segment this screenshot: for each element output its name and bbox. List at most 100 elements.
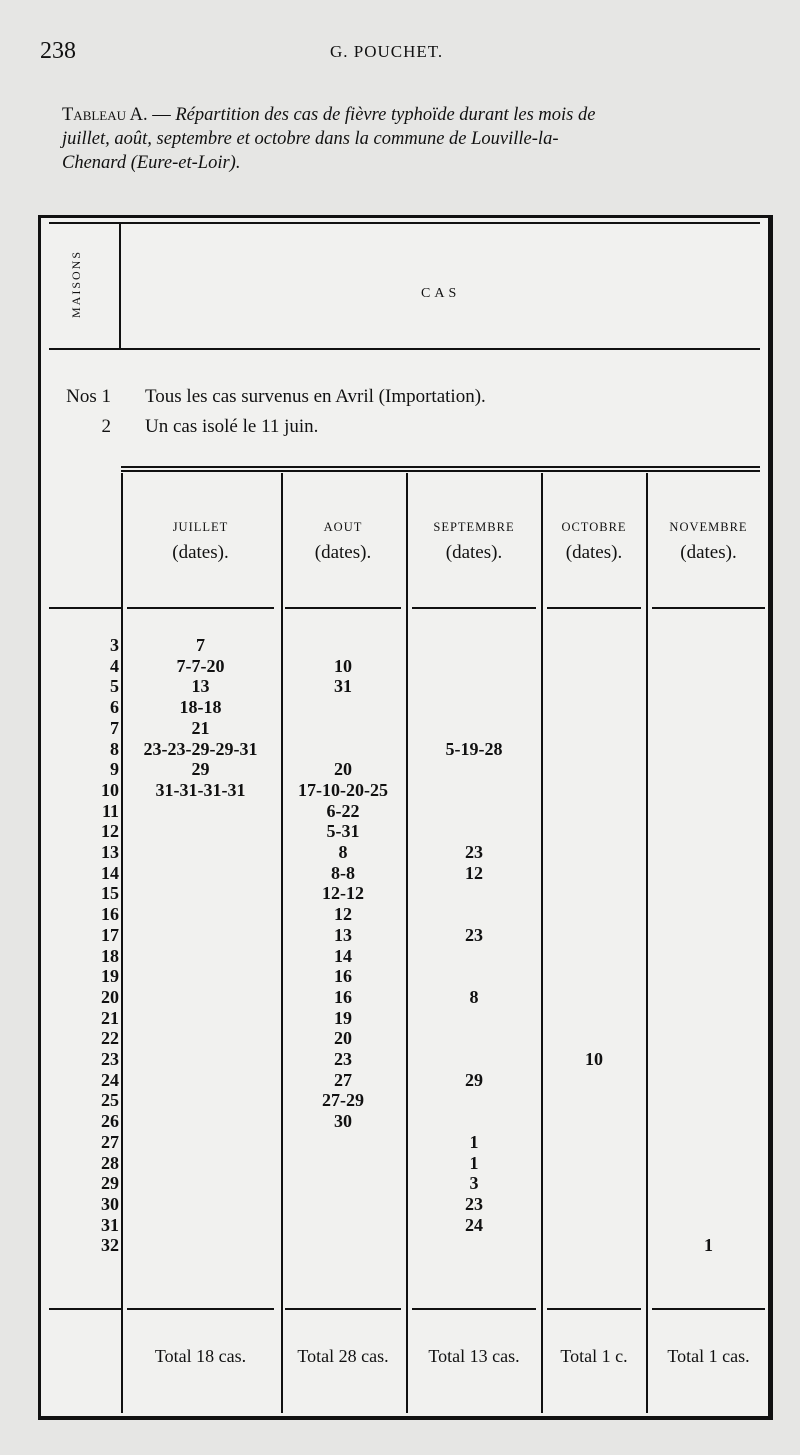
row-maison-number: 16 — [101, 904, 119, 925]
note-maison: 2 — [101, 416, 112, 437]
case-dates: 27 — [334, 1069, 352, 1090]
divider — [652, 1308, 765, 1310]
caption-line-1: Répartition des cas de fièvre typhoïde d… — [175, 105, 596, 125]
divider — [49, 348, 760, 350]
row-maison-number: 24 — [101, 1069, 119, 1090]
case-dates: 13 — [191, 676, 210, 697]
divider — [121, 470, 760, 472]
note-text: Tous les cas survenus en Avril (Importat… — [145, 386, 486, 407]
note-maison: Nos 1 — [66, 386, 111, 407]
caption-line-3: Chenard (Eure-et-Loir). — [62, 153, 241, 173]
divider — [285, 607, 401, 609]
column-divider — [406, 473, 408, 1413]
case-dates: 12 — [334, 904, 352, 925]
month-header: JUILLET — [172, 520, 229, 534]
caption-line-2: juillet, août, septembre et octobre dans… — [62, 129, 559, 149]
row-maison-number: 10 — [101, 779, 119, 800]
row-maison-number: 19 — [101, 966, 119, 987]
table-caption: Tableau A. — Répartition des cas de fièv… — [62, 103, 767, 175]
month-header: SEPTEMBRE — [433, 520, 515, 534]
divider — [49, 1308, 121, 1310]
case-dates: 1 — [469, 1131, 479, 1152]
caption-label: Tableau A. — — [62, 105, 171, 125]
row-maison-number: 20 — [101, 986, 119, 1007]
case-dates: 17-10-20-25 — [298, 779, 388, 800]
case-dates: 31 — [334, 676, 352, 697]
column-total: Total 28 cas. — [297, 1346, 389, 1366]
row-maison-number: 29 — [101, 1173, 119, 1194]
case-dates: 19 — [334, 1007, 352, 1028]
divider — [547, 607, 641, 609]
case-dates: 14 — [334, 945, 352, 966]
row-maison-number: 23 — [101, 1049, 119, 1069]
row-maison-number: 3 — [110, 635, 119, 655]
row-maison-number: 27 — [101, 1131, 119, 1152]
case-dates: 20 — [334, 1028, 352, 1049]
row-maison-number: 5 — [110, 676, 119, 697]
case-dates: 30 — [334, 1111, 352, 1132]
case-dates: 5-19-28 — [445, 738, 503, 759]
month-header: AOUT — [323, 520, 363, 534]
case-dates: 8 — [338, 842, 348, 862]
case-dates: 23 — [465, 842, 483, 862]
row-maison-number: 15 — [101, 883, 119, 904]
case-dates: 27-29 — [322, 1090, 364, 1111]
case-dates: 12-12 — [322, 883, 364, 904]
case-dates: 23 — [465, 1193, 483, 1214]
row-maison-number: 25 — [101, 1090, 119, 1111]
case-dates: 29 — [191, 759, 210, 780]
case-dates: 7-7-20 — [176, 655, 225, 676]
row-maison-number: 14 — [101, 862, 119, 883]
column-divider — [121, 473, 123, 1413]
case-dates: 6-22 — [326, 800, 360, 821]
column-total: Total 18 cas. — [154, 1346, 247, 1366]
month-subheader: (dates). — [680, 542, 737, 563]
column-total: Total 13 cas. — [428, 1346, 520, 1366]
row-maison-number: 17 — [101, 924, 119, 945]
case-dates: 23 — [334, 1049, 352, 1069]
row-maison-number: 6 — [110, 697, 119, 718]
divider — [285, 1308, 401, 1310]
case-dates: 8-8 — [331, 862, 355, 883]
divider — [49, 607, 121, 609]
divider — [412, 1308, 536, 1310]
case-dates: 8 — [469, 986, 479, 1007]
case-dates: 13 — [334, 924, 352, 945]
note-text: Un cas isolé le 11 juin. — [145, 416, 319, 437]
running-head: G. POUCHET. — [330, 42, 444, 61]
case-dates: 16 — [334, 986, 352, 1007]
case-dates: 16 — [334, 966, 352, 987]
row-maison-number: 8 — [110, 738, 119, 759]
divider — [119, 222, 121, 348]
case-dates: 29 — [465, 1069, 483, 1090]
month-subheader: (dates). — [314, 542, 372, 563]
row-maison-number: 18 — [101, 945, 119, 966]
case-dates: 10 — [334, 655, 352, 676]
case-dates: 23-23-29-29-31 — [143, 738, 258, 759]
case-dates: 31-31-31-31 — [155, 779, 246, 800]
page-number: 238 — [40, 38, 76, 64]
divider — [127, 1308, 274, 1310]
month-header: NOVEMBRE — [669, 520, 748, 534]
case-dates: 18-18 — [179, 697, 222, 718]
column-total: Total 1 c. — [560, 1346, 628, 1366]
row-maison-number: 30 — [101, 1193, 119, 1214]
row-maison-number: 21 — [101, 1007, 119, 1028]
row-maison-number: 28 — [101, 1152, 119, 1173]
divider — [652, 607, 765, 609]
divider — [121, 466, 760, 468]
column-total: Total 1 cas. — [667, 1346, 750, 1366]
month-subheader: (dates). — [445, 542, 503, 563]
case-dates: 10 — [585, 1049, 603, 1069]
cas-header: CAS — [421, 286, 461, 301]
month-subheader: (dates). — [565, 542, 623, 563]
case-dates: 24 — [465, 1214, 483, 1235]
column-divider — [281, 473, 283, 1413]
case-dates: 12 — [465, 862, 483, 883]
case-dates: 21 — [191, 717, 210, 738]
case-dates: 1 — [704, 1235, 713, 1256]
row-maison-number: 9 — [110, 759, 119, 780]
divider — [127, 607, 274, 609]
row-maison-number: 13 — [101, 842, 119, 862]
case-dates: 7 — [196, 635, 205, 655]
